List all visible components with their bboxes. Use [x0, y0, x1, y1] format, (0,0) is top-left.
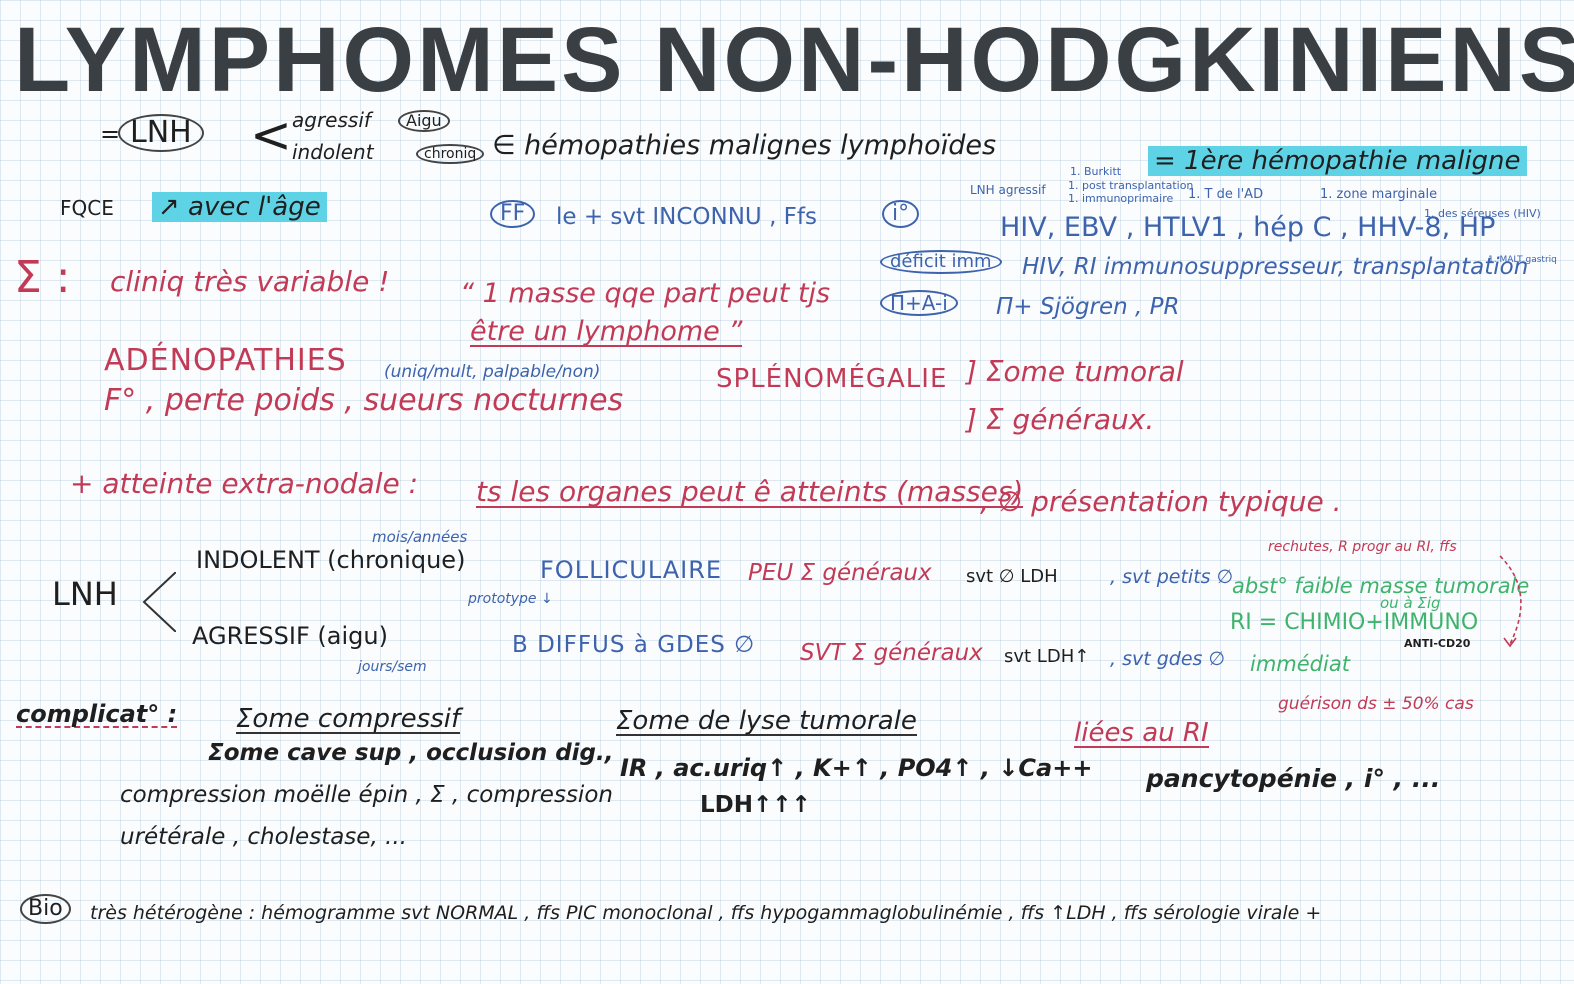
note-post-transplant: 1. post transplantation [1068, 179, 1194, 192]
agressif-signs: SVT Σ généraux [800, 640, 983, 666]
fqce-label: FQCE [60, 196, 114, 220]
lyse-title: Σome de lyse tumorale [616, 706, 917, 736]
lyse-line2: LDH↑↑↑ [700, 792, 811, 818]
clinique-text: cliniq très variable ! [110, 265, 390, 298]
types-lnh: LNH [52, 575, 118, 613]
bio-circled: Bio [20, 894, 71, 924]
indolent-cells: , svt petits ∅ [1110, 566, 1234, 588]
equals-sign: = [100, 120, 121, 148]
adenopathies-label: ADÉNOPATHIES [104, 343, 347, 378]
lyse-line1: IR , ac.uriq↑ , K+↑ , PO4↑ , ↓Ca++ [620, 754, 1093, 782]
compressif-line2: compression moëlle épin , Σ , compressio… [120, 782, 613, 808]
signes-generaux: ] Σ généraux. [966, 403, 1155, 436]
infection-text: HIV, EBV , HTLV1 , hép C , HHV-8, HP [1000, 212, 1496, 243]
ou-sigma: ou à Σig [1380, 594, 1441, 612]
note-malt: 1. MALT gastriq [1488, 255, 1557, 265]
lnh-circled: LNH [118, 114, 204, 152]
indolent-signs: PEU Σ généraux [748, 560, 932, 586]
extra-nodal-suffix: , ∅ présentation typique . [980, 485, 1342, 518]
ff-circled: FF [490, 200, 536, 228]
note-lnh-agressif: LNH agressif [970, 183, 1046, 197]
guerison-note: guérison ds ± 50% cas [1278, 694, 1474, 714]
auto-immune-text: Π+ Sjögren , PR [996, 294, 1180, 320]
chronique-circled: chroniq [416, 144, 485, 164]
infection-circled: i° [882, 200, 920, 228]
note-sereuses: 1. des séreuses (HIV) [1424, 207, 1541, 220]
clinique-sigma: Σ : [14, 252, 71, 303]
mois-annees: mois/années [372, 528, 468, 546]
agressif-type-label: AGRESSIF (aigu) [192, 622, 388, 650]
prototype-note: prototype ↓ [468, 591, 553, 607]
quote-line1: “ 1 masse qqe part peut tjs [460, 278, 831, 309]
note-zone-marginale: 1. zone marginale [1320, 187, 1438, 202]
b-diffus-label: B DIFFUS à GDES ∅ [512, 632, 756, 658]
less-than-sign: < [250, 106, 292, 164]
indolent-label: indolent [292, 140, 374, 164]
branch-lines [142, 572, 176, 632]
page-title: LYMPHOMES NON-HODGKINIENS [14, 9, 1574, 111]
complications-label: complicat° : [16, 700, 178, 728]
folliculaire-label: FOLLICULAIRE [540, 556, 723, 584]
fqce-value-wrap: ↗ avec l'âge [152, 192, 327, 222]
syndrome-tumoral: ] Σome tumoral [966, 355, 1184, 388]
appartenance-text: ∈ hémopathies malignes lymphoïdes [492, 130, 997, 161]
anti-cd20: ANTI-CD20 [1404, 637, 1471, 650]
compressif-title: Σome compressif [236, 704, 461, 734]
compressif-line1: Σome cave sup , occlusion dig., [208, 740, 614, 766]
ri-title: liées au RI [1074, 718, 1209, 748]
indolent-type-label: INDOLENT (chronique) [196, 546, 466, 574]
ff-text: le + svt INCONNU , Ffs [556, 204, 817, 230]
ri-chimio-immuno: RI = CHIMIO+IMMUNO [1230, 610, 1479, 635]
deficit-text: HIV, RI immunosuppresseur, transplantati… [1022, 254, 1529, 280]
agressif-cells: , svt gdes ∅ [1110, 648, 1226, 670]
note-t-ad: 1. T de l'AD [1188, 187, 1264, 202]
ri-line1: pancytopénie , i° , ... [1146, 764, 1441, 793]
agressif-ldh: svt LDH↑ [1004, 646, 1090, 667]
first-hemopathie-text: = 1ère hémopathie maligne [1148, 146, 1527, 176]
fqce-value: ↗ avec l'âge [152, 192, 327, 222]
extra-nodal-underlined: ts les organes peut ê atteints (masses) [476, 475, 1024, 508]
bio-text: très hétérogène : hémogramme svt NORMAL … [90, 902, 1322, 924]
general-signs: F° , perte poids , sueurs nocturnes [104, 383, 624, 418]
note-burkitt: 1. Burkitt [1070, 165, 1122, 178]
deficit-circled: déficit imm [880, 250, 1002, 274]
auto-immune-circled: Π+A-i [880, 290, 958, 316]
note-immunoprimaire: 1. immunoprimaire [1068, 192, 1174, 205]
immediat-text: immédiat [1250, 652, 1350, 676]
quote-line2: être un lymphome ” [470, 316, 743, 347]
splenomegalie-label: SPLÉNOMÉGALIE [716, 364, 948, 394]
extra-nodal-prefix: + atteinte extra-nodale : [70, 467, 419, 500]
abstention-text: abst° faible masse tumorale [1232, 574, 1530, 598]
agressif-label: agressif [292, 108, 371, 132]
types-branch [142, 572, 176, 632]
first-hemopathie: = 1ère hémopathie maligne [1148, 146, 1527, 176]
rechute-note: rechutes, R progr au RI, ffs [1268, 539, 1457, 555]
rechute-arrow [1499, 555, 1522, 648]
adenopathies-note: (uniq/mult, palpable/non) [384, 362, 601, 382]
aigu-circled: Aigu [398, 110, 450, 132]
compressif-line3: urétérale , cholestase, ... [120, 824, 407, 850]
indolent-ldh: svt ∅ LDH [966, 566, 1058, 587]
jours-sem: jours/sem [358, 659, 427, 675]
